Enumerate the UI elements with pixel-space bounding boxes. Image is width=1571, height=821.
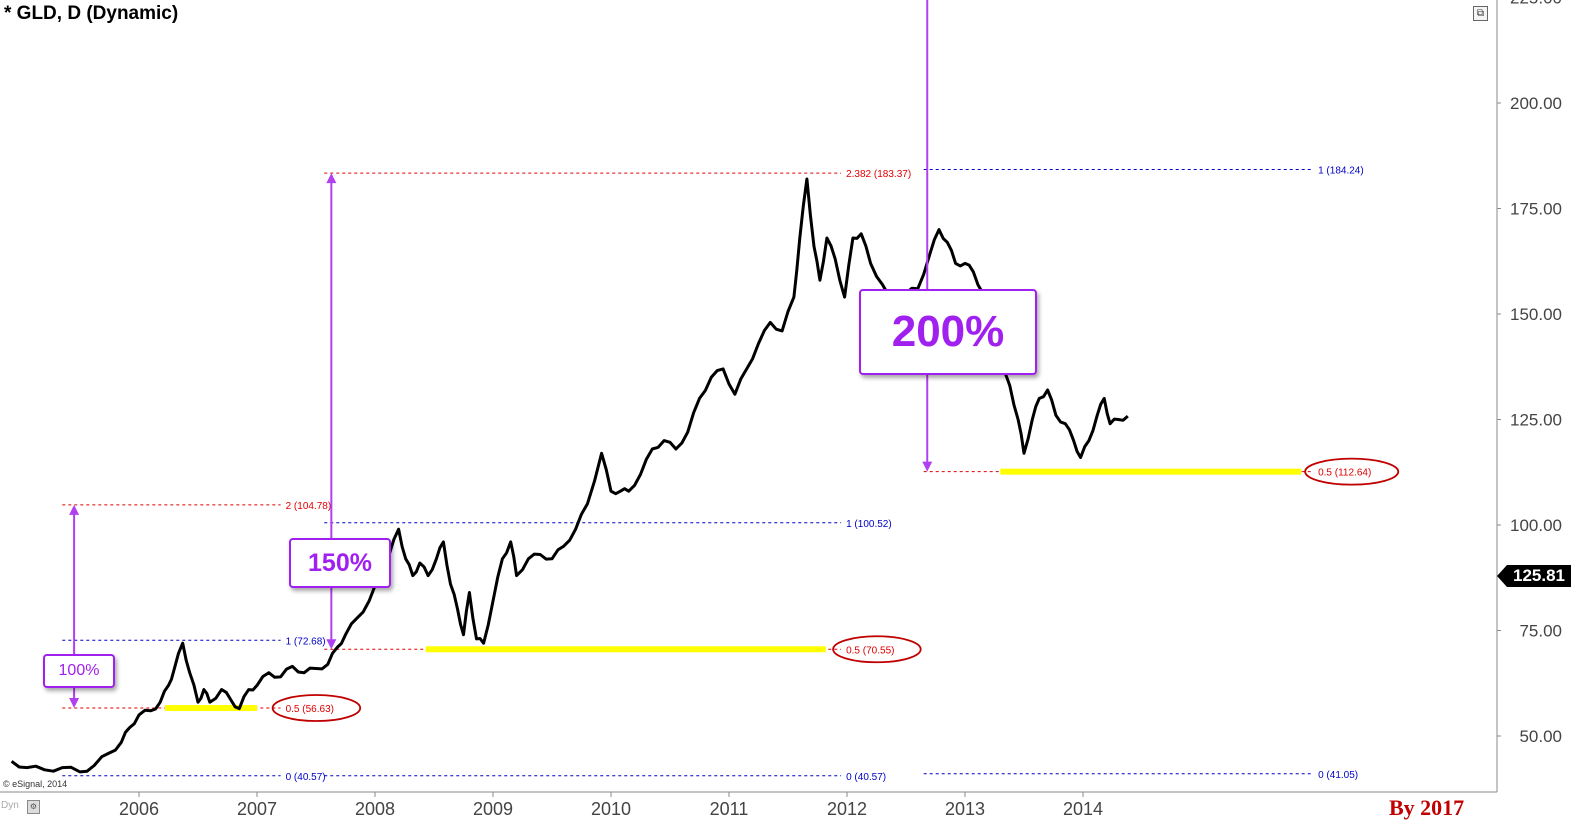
dyn-label: Dyn [1, 800, 19, 811]
x-tick-label: 2009 [473, 799, 513, 819]
y-tick-label: 200.00 [1510, 94, 1562, 113]
x-tick-label: 2011 [710, 799, 749, 819]
price-series [10, 177, 1129, 774]
x-tick-label: 2013 [945, 799, 985, 819]
fib-label-f3-0: 0 (41.05) [1318, 770, 1358, 781]
arrow-head-up [326, 173, 337, 184]
fib-oval-f2-05 [832, 635, 922, 664]
fib-label-f1-1: 1 (72.68) [286, 636, 326, 647]
fib-label-f2-0: 0 (40.57) [846, 772, 886, 783]
x-tick-label: 2014 [1063, 799, 1103, 819]
x-tick-label: 2012 [827, 799, 867, 819]
y-tick-label: 75.00 [1519, 622, 1562, 641]
extension-arrows [69, 0, 933, 709]
restore-window-button[interactable]: ⧉ [1473, 6, 1488, 21]
dyn-settings-icon[interactable]: ⚙ [27, 800, 40, 814]
fib-oval-f3-05 [1304, 457, 1400, 486]
last-price-flag: 125.81 [1497, 565, 1571, 587]
y-tick-label: 50.00 [1519, 727, 1562, 746]
fibonacci-levels: 2 (104.78) 1 (72.68) 0.5 (56.63) 0 (40.57) 2… [62, 166, 1400, 783]
by-2017-label: By 2017 [1389, 795, 1465, 820]
fib-label-f1-2: 2 (104.78) [286, 501, 332, 512]
pct-150-label: 150% [289, 538, 391, 588]
x-tick-label: 2008 [355, 799, 395, 819]
arrow-head-down [922, 461, 933, 472]
y-tick-label: 175.00 [1510, 200, 1562, 219]
support-highlight [164, 705, 257, 712]
pct-100-label: 100% [43, 654, 115, 688]
support-highlights [164, 468, 1302, 712]
y-tick-label: 125.00 [1510, 411, 1562, 430]
fib-label-f1-0: 0 (40.57) [286, 772, 326, 783]
fib-label-f2-05: 0.5 (70.55) [846, 645, 894, 656]
y-tick-label: 225.00 [1510, 0, 1562, 8]
x-tick-label: 2010 [591, 799, 631, 819]
support-highlight [425, 646, 826, 653]
fib-oval-f1-05 [271, 694, 362, 722]
support-highlight [1000, 468, 1302, 475]
pct-200-label: 200% [859, 289, 1037, 375]
fib-label-f2-2382: 2.382 (183.37) [846, 169, 911, 180]
price-line [10, 177, 1129, 774]
fib-label-f3-1: 1 (184.24) [1318, 166, 1364, 177]
fib-label-f3-05: 0.5 (112.64) [1318, 468, 1371, 479]
copyright-text: © eSignal, 2014 [3, 779, 68, 789]
x-tick-label: 2006 [119, 799, 159, 819]
x-tick-label: 2007 [237, 799, 277, 819]
fib-label-f2-1: 1 (100.52) [846, 519, 892, 530]
y-tick-label: 150.00 [1510, 305, 1562, 324]
chart-title: * GLD, D (Dynamic) [4, 3, 179, 24]
arrow-head-down [326, 639, 337, 650]
y-tick-label: 100.00 [1510, 516, 1562, 535]
fib-label-f1-05: 0.5 (56.63) [286, 704, 334, 715]
arrow-head-up [69, 504, 80, 515]
arrow-head-down [69, 698, 80, 709]
